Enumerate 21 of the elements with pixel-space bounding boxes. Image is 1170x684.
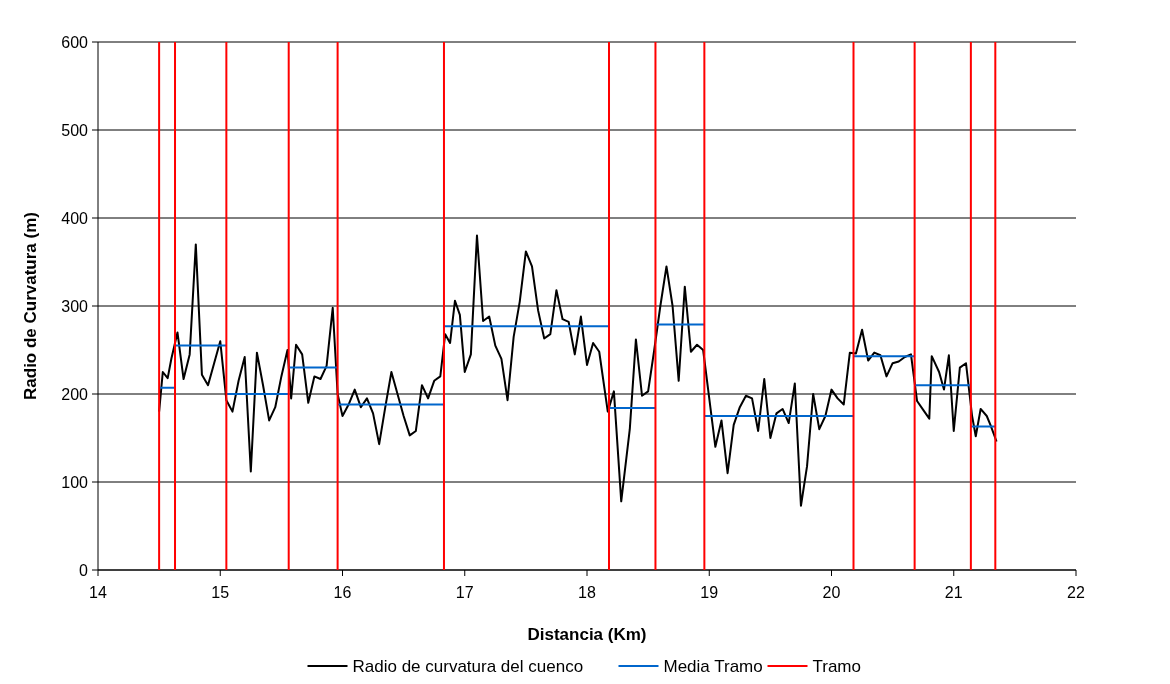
x-tick-label: 18 — [578, 584, 596, 601]
x-tick-label: 20 — [822, 584, 841, 601]
x-tick-label: 21 — [944, 584, 963, 601]
x-tick-label: 16 — [333, 584, 352, 601]
y-tick-label: 100 — [61, 473, 89, 491]
y-tick-label: 0 — [79, 561, 89, 579]
y-tick-label: 500 — [61, 121, 89, 139]
y-tick-label: 300 — [61, 297, 89, 315]
x-tick-label: 17 — [455, 584, 474, 601]
x-axis-title: Distancia (Km) — [527, 625, 647, 644]
x-tick-label: 22 — [1067, 584, 1085, 601]
x-tick-label: 15 — [211, 584, 230, 601]
legend-label: Tramo — [812, 656, 861, 676]
x-tick-label: 14 — [89, 584, 107, 601]
y-axis-title: Radio de Curvatura (m) — [21, 212, 40, 400]
x-tick-label: 19 — [700, 584, 719, 601]
legend-label: Media Tramo — [663, 656, 763, 676]
y-tick-label: 400 — [61, 209, 89, 227]
y-tick-label: 200 — [61, 385, 89, 403]
y-tick-label: 600 — [61, 33, 89, 51]
legend-label: Radio de curvatura del cuenco — [352, 656, 584, 676]
